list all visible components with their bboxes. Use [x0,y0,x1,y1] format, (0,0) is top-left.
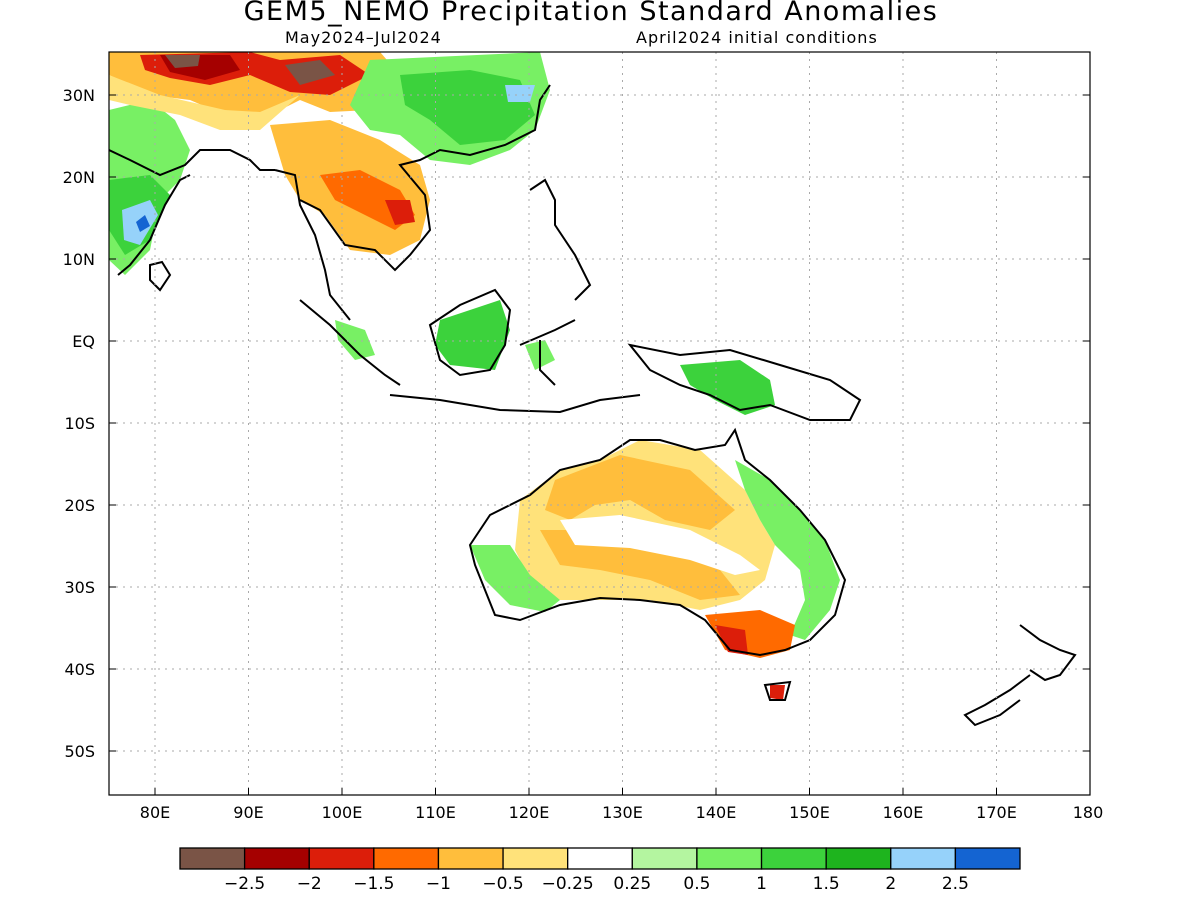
anomaly-himalaya-dry-extreme-1 [165,55,200,68]
map-title: GEM5_NEMO Precipitation Standard Anomali… [243,0,939,27]
colorbar-label: 1.5 [813,874,840,894]
anomaly-india-extreme-wet [136,215,150,232]
anomaly-china-wet-strong [400,70,535,145]
colorbar-swatch [631,847,698,870]
coastline-india [109,149,275,292]
lat-label: 10N [63,250,95,269]
anomaly-newguinea-wet [680,360,775,415]
axis-labels: 30N 20N 10N EQ 10S 20S 30S 40S 50S 80E 90E 100E 110E… [63,86,1104,822]
coastline-sumatra-java [299,299,641,414]
colorbar-swatch [243,847,310,870]
anomaly-china-very-wet [505,85,535,102]
colorbar-swatch [437,847,504,870]
coastline-tasmania [763,680,792,701]
colorbar-label: −1 [426,874,451,894]
colorbar-swatch [760,847,827,870]
coastline-new-guinea [627,343,862,421]
coastline-new-zealand-north [1019,624,1077,682]
colorbar-swatch [890,847,957,870]
coastlines [109,84,1077,727]
graticule [109,52,1091,795]
coastline-new-zealand-south [963,674,1031,727]
colorbar-label: 2 [885,874,896,894]
anomaly-himalaya-dry-weak [109,75,300,130]
lat-label: 10S [64,414,95,433]
lat-label: 20N [63,168,95,187]
plot-frame [108,51,1091,796]
anomaly-shading [109,52,840,700]
lon-label: 150E [789,803,830,822]
lon-label: 100E [322,803,363,822]
colorbar-label: −1.5 [353,874,394,894]
colorbar-label: −0.25 [542,874,594,894]
lat-label: 20S [64,496,95,515]
colorbar-swatch [502,847,569,870]
colorbar-swatch [373,847,440,870]
colorbar-swatch [954,847,1021,870]
coastline-australia [468,427,847,657]
anomaly-indochina-dry-severe [385,200,415,225]
lon-label: 110E [415,803,456,822]
lat-label: EQ [72,332,95,351]
lon-label: 90E [233,803,263,822]
colorbar-swatch [567,847,633,870]
lon-label: 120E [509,803,550,822]
anomaly-australia-dry-moderate-2 [540,530,740,600]
lat-label: 30N [63,86,95,105]
lon-label: 160E [883,803,924,822]
colorbar-swatch [179,847,246,870]
colorbar-label: 2.5 [942,874,969,894]
anomaly-australia-neutral [560,515,760,575]
lon-label: 180 [1073,803,1104,822]
anomaly-borneo-wet [435,300,510,370]
lat-label: 30S [64,578,95,597]
coastline-philippines [529,178,592,301]
lon-label: 170E [976,803,1017,822]
anomaly-tasmania-dry [770,685,785,700]
colorbar-swatch [825,847,892,870]
forecast-period: May2024–Jul2024 [285,28,442,47]
anomaly-australia-west-wet [470,545,560,612]
coastline-indochina [274,84,551,321]
colorbar-label: −2.5 [224,874,265,894]
colorbar-swatch [308,847,375,870]
colorbar: −2.5 −2 −1.5 −1 −0.5 −0.25 0.25 0.5 1 1.5 2 2.5 [179,847,1021,894]
anomaly-himalaya-dry-extreme-2 [285,60,335,85]
anomaly-sumatra-wet [335,320,375,360]
colorbar-label: 0.5 [683,874,710,894]
lat-label: 40S [64,660,95,679]
lon-label: 130E [602,803,643,822]
colorbar-label: −2 [297,874,322,894]
initial-conditions: April2024 initial conditions [636,28,878,47]
lon-label: 80E [140,803,170,822]
colorbar-swatch [696,847,763,870]
lon-label: 140E [696,803,737,822]
coastline-sulawesi [519,319,576,386]
colorbar-label: 0.25 [613,874,651,894]
lat-label: 50S [64,742,95,761]
coastline-borneo [428,288,512,377]
anomaly-australia-dry-moderate [545,455,735,530]
colorbar-label: −0.5 [482,874,523,894]
colorbar-label: 1 [756,874,767,894]
anomaly-australia-southeast-dry-strong [715,625,748,655]
